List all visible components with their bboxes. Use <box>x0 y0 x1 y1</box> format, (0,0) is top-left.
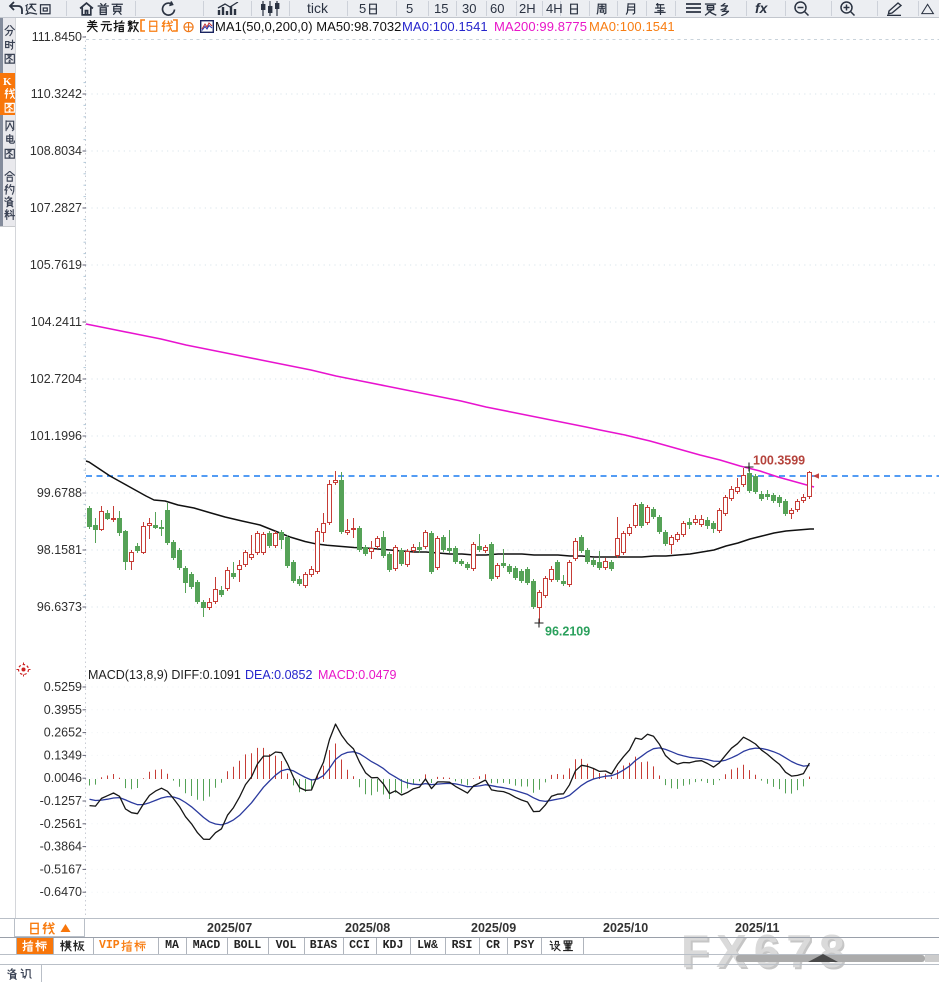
svg-text:96.2109: 96.2109 <box>545 625 590 639</box>
svg-text:104.2411: 104.2411 <box>31 315 82 329</box>
svg-text:MACD(13,8,9) DIFF:0.1091: MACD(13,8,9) DIFF:0.1091 <box>88 668 241 682</box>
svg-text:2025/09: 2025/09 <box>471 921 516 935</box>
svg-text:105.7619: 105.7619 <box>30 258 82 272</box>
svg-text:-0.3864: -0.3864 <box>40 840 82 854</box>
svg-text:98.1581: 98.1581 <box>37 543 82 557</box>
svg-text:0.5259: 0.5259 <box>44 680 82 694</box>
svg-text:-0.2561: -0.2561 <box>40 817 82 831</box>
svg-text:DEA:0.0852: DEA:0.0852 <box>245 668 312 682</box>
svg-text:102.7204: 102.7204 <box>30 372 82 386</box>
svg-text:0.3955: 0.3955 <box>44 703 82 717</box>
svg-text:-0.6470: -0.6470 <box>40 885 82 899</box>
svg-text:107.2827: 107.2827 <box>30 201 82 215</box>
svg-text:2025/10: 2025/10 <box>603 921 648 935</box>
svg-text:111.8450: 111.8450 <box>32 30 82 44</box>
svg-text:MACD:0.0479: MACD:0.0479 <box>318 668 397 682</box>
svg-text:-0.1257: -0.1257 <box>40 794 82 808</box>
svg-text:110.3242: 110.3242 <box>31 87 82 101</box>
svg-text:100.3599: 100.3599 <box>753 454 805 468</box>
svg-text:2025/11: 2025/11 <box>735 921 780 935</box>
svg-text:0.2652: 0.2652 <box>44 726 82 740</box>
svg-text:0.1349: 0.1349 <box>44 748 82 762</box>
svg-text:0.0046: 0.0046 <box>44 771 82 785</box>
svg-text:2025/08: 2025/08 <box>345 921 390 935</box>
svg-text:2025/07: 2025/07 <box>207 921 252 935</box>
svg-text:108.8034: 108.8034 <box>30 144 82 158</box>
svg-text:101.1996: 101.1996 <box>30 429 82 443</box>
svg-text:-0.5167: -0.5167 <box>40 862 82 876</box>
svg-text:99.6788: 99.6788 <box>37 486 82 500</box>
svg-text:96.6373: 96.6373 <box>37 600 82 614</box>
